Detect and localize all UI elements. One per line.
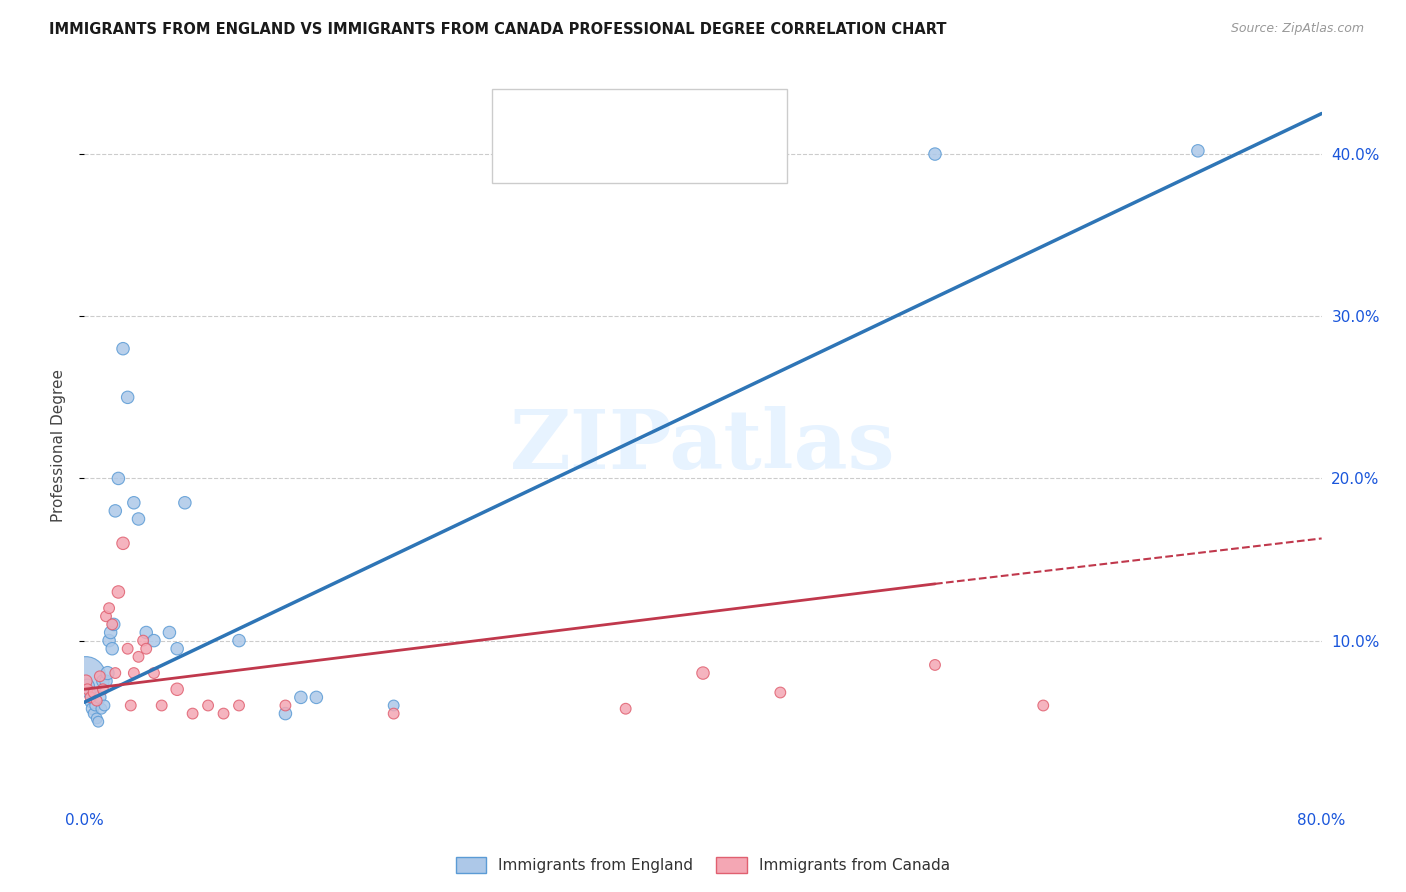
Point [84, 698, 107, 713]
Point [132, 633, 155, 648]
Point [104, 666, 127, 681]
Point [107, 585, 129, 599]
Point [274, 706, 297, 721]
Point [197, 698, 219, 713]
Point [98, 601, 121, 615]
Point [101, 641, 124, 656]
Point [924, 147, 946, 161]
Text: ZIPatlas: ZIPatlas [510, 406, 896, 486]
Point [98, 633, 121, 648]
Point [122, 666, 145, 681]
Point [87, 714, 110, 729]
Point [79, 695, 101, 709]
Point [228, 633, 250, 648]
Text: IMMIGRANTS FROM ENGLAND VS IMMIGRANTS FROM CANADA PROFESSIONAL DEGREE CORRELATIO: IMMIGRANTS FROM ENGLAND VS IMMIGRANTS FR… [49, 22, 946, 37]
Point [1032, 698, 1054, 713]
Point [150, 698, 173, 713]
Point [86, 711, 108, 725]
Point [82, 702, 104, 716]
Point [89, 669, 111, 683]
Point [127, 512, 149, 526]
Point [117, 641, 139, 656]
Point [122, 496, 145, 510]
Point [112, 342, 135, 356]
Point [100, 625, 122, 640]
Point [127, 649, 149, 664]
Point [769, 685, 792, 699]
Point [120, 698, 142, 713]
Point [83, 685, 105, 699]
Point [77, 685, 100, 699]
Point [93, 698, 115, 713]
Point [305, 690, 328, 705]
Point [382, 706, 405, 721]
Point [94, 674, 117, 689]
Y-axis label: Professional Degree: Professional Degree [51, 369, 66, 523]
Point [159, 625, 180, 640]
Point [89, 690, 111, 705]
Point [290, 690, 312, 705]
Point [143, 633, 166, 648]
Legend: Immigrants from England, Immigrants from Canada: Immigrants from England, Immigrants from… [449, 849, 957, 880]
Point [274, 698, 297, 713]
Point [228, 698, 250, 713]
Point [94, 609, 117, 624]
Point [86, 693, 108, 707]
Point [76, 682, 98, 697]
Point [112, 536, 135, 550]
Point [90, 702, 112, 716]
Point [382, 698, 405, 713]
Point [135, 641, 157, 656]
Point [174, 496, 197, 510]
Point [692, 666, 714, 681]
Point [103, 617, 125, 632]
Point [1187, 144, 1209, 158]
Point [79, 690, 101, 705]
Point [166, 682, 188, 697]
Text: R = 0.135   N = 33: R = 0.135 N = 33 [553, 147, 723, 165]
Text: R = 0.742   N = 37: R = 0.742 N = 37 [553, 114, 723, 132]
Point [76, 679, 98, 693]
Point [117, 390, 139, 404]
Point [75, 669, 97, 683]
Point [166, 641, 188, 656]
Point [96, 666, 118, 681]
Point [181, 706, 204, 721]
Text: Source: ZipAtlas.com: Source: ZipAtlas.com [1230, 22, 1364, 36]
Point [104, 504, 127, 518]
Point [91, 682, 114, 697]
Point [75, 674, 97, 689]
Point [212, 706, 235, 721]
Point [143, 666, 166, 681]
Point [614, 702, 637, 716]
Point [107, 471, 129, 485]
Point [924, 657, 946, 672]
Point [83, 706, 105, 721]
Point [101, 617, 124, 632]
Point [135, 625, 157, 640]
Point [91, 674, 114, 689]
